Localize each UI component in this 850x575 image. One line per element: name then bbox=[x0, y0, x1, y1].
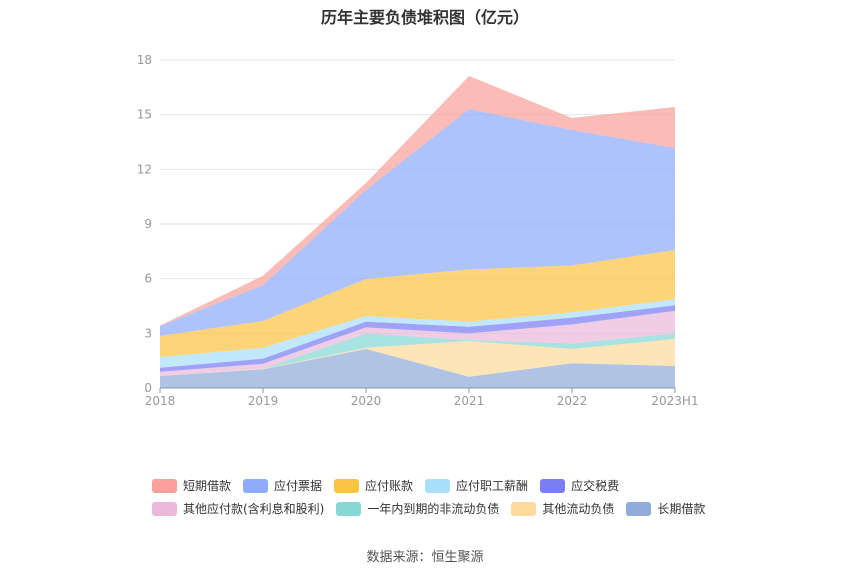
legend-label: 其他应付款(含利息和股利) bbox=[183, 502, 325, 516]
legend-swatch bbox=[152, 478, 177, 493]
area-2 bbox=[160, 338, 675, 377]
area-4 bbox=[160, 310, 675, 376]
legend-item[interactable]: 应付票据 bbox=[243, 477, 322, 494]
area-7 bbox=[160, 250, 675, 358]
area-3 bbox=[160, 333, 675, 376]
legend-item[interactable]: 一年内到期的非流动负债 bbox=[336, 500, 499, 517]
legend-label: 应付职工薪酬 bbox=[456, 479, 529, 493]
legend-row: 其他应付款(含利息和股利) 一年内到期的非流动负债 其他流动负债 长期借款 bbox=[152, 497, 752, 520]
legend: 短期借款 应付票据 应付账款 应付职工薪酬 应交税费其他应付款(含利息和股利) 一年内到期… bbox=[152, 474, 752, 520]
y-tick-label: 6 bbox=[144, 272, 152, 286]
legend-row: 短期借款 应付票据 应付账款 应付职工薪酬 应交税费 bbox=[152, 474, 752, 497]
area-9 bbox=[160, 76, 675, 327]
legend-label: 其他流动负债 bbox=[542, 502, 615, 516]
chart-title: 历年主要负债堆积图（亿元） bbox=[320, 8, 529, 27]
legend-label: 短期借款 bbox=[183, 479, 232, 493]
legend-item[interactable]: 短期借款 bbox=[152, 477, 231, 494]
data-source: 数据来源：恒生聚源 bbox=[366, 550, 484, 565]
y-tick-label: 9 bbox=[144, 217, 152, 231]
legend-label: 应付票据 bbox=[274, 479, 323, 493]
legend-item[interactable]: 其他流动负债 bbox=[511, 500, 614, 517]
legend-item[interactable]: 其他应付款(含利息和股利) bbox=[152, 500, 324, 517]
area-1 bbox=[160, 349, 675, 388]
area-6 bbox=[160, 299, 675, 368]
legend-swatch bbox=[540, 478, 566, 493]
legend-swatch bbox=[152, 501, 177, 516]
legend-label: 应付账款 bbox=[365, 479, 414, 493]
legend-item[interactable]: 应付职工薪酬 bbox=[425, 477, 528, 494]
legend-label: 应交税费 bbox=[571, 479, 620, 493]
legend-item[interactable]: 应付账款 bbox=[334, 477, 413, 494]
legend-label: 一年内到期的非流动负债 bbox=[367, 502, 500, 516]
y-tick-label: 12 bbox=[137, 162, 152, 176]
legend-swatch bbox=[336, 501, 362, 516]
x-tick-label: 2021 bbox=[454, 394, 485, 408]
legend-swatch bbox=[243, 478, 269, 493]
legend-label: 长期借款 bbox=[657, 502, 706, 516]
y-tick-label: 18 bbox=[137, 53, 152, 67]
legend-swatch bbox=[425, 478, 451, 493]
legend-swatch bbox=[626, 501, 652, 516]
x-tick-label: 2022 bbox=[557, 394, 588, 408]
y-tick-label: 3 bbox=[144, 326, 152, 340]
legend-swatch bbox=[511, 501, 537, 516]
legend-item[interactable]: 应交税费 bbox=[540, 477, 619, 494]
y-tick-label: 15 bbox=[137, 108, 152, 122]
legend-item[interactable]: 长期借款 bbox=[626, 500, 705, 517]
y-tick-label: 0 bbox=[144, 381, 152, 395]
x-tick-label: 2018 bbox=[145, 394, 176, 408]
x-tick-label: 2023H1 bbox=[651, 394, 698, 408]
stacked-area-chart: 0 3 6 9 12 15 18 2018 2019 2020 2021 2022 2023H1 bbox=[137, 53, 699, 408]
x-tick-label: 2019 bbox=[248, 394, 279, 408]
area-5 bbox=[160, 305, 675, 372]
legend-swatch bbox=[334, 478, 360, 493]
area-8 bbox=[160, 109, 675, 336]
x-tick-label: 2020 bbox=[351, 394, 382, 408]
